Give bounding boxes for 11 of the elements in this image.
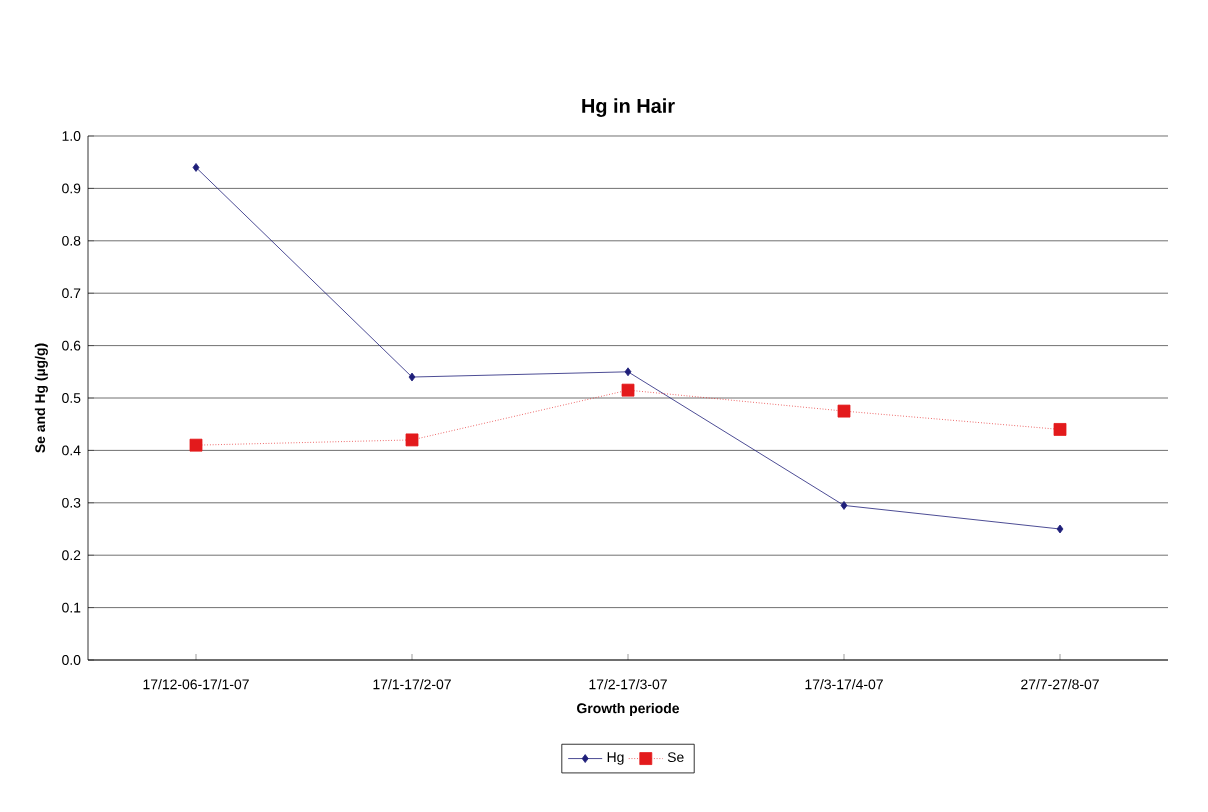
point — [1056, 524, 1064, 534]
point — [624, 367, 632, 377]
point — [408, 372, 416, 382]
point — [621, 383, 635, 397]
point — [405, 433, 419, 447]
point — [1053, 423, 1067, 436]
point — [837, 404, 851, 418]
point — [840, 501, 848, 510]
chart-title: Hg in Hair — [582, 98, 675, 117]
point — [192, 163, 200, 172]
point — [189, 438, 203, 452]
